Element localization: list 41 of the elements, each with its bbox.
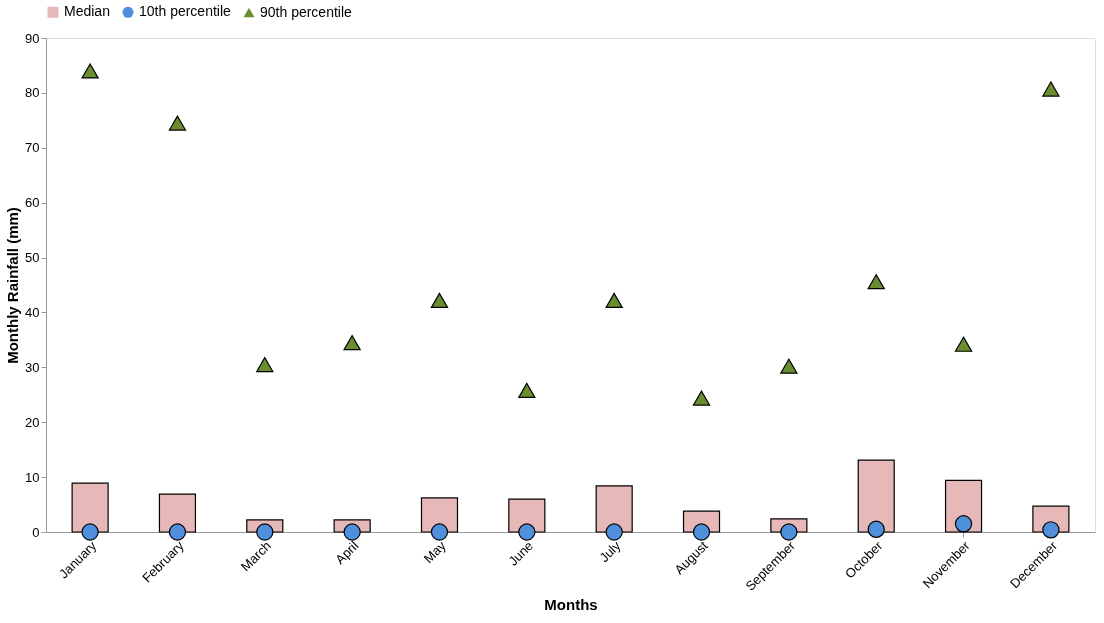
y-tick-label: 50 <box>25 250 40 266</box>
point <box>1042 521 1060 539</box>
point <box>430 292 449 308</box>
y-tick-label: 10 <box>25 469 40 485</box>
point <box>518 523 536 541</box>
point <box>256 523 274 541</box>
point <box>954 336 973 352</box>
point <box>867 520 885 538</box>
point <box>343 335 361 351</box>
y-axis-title: Monthly Rainfall (mm) <box>4 207 22 364</box>
point <box>168 523 187 541</box>
x-tick-label: May <box>420 537 450 567</box>
point <box>867 274 885 290</box>
point <box>692 390 711 406</box>
point <box>692 523 711 541</box>
y-tick-label: 80 <box>25 85 40 101</box>
x-tick-label: July <box>596 537 624 566</box>
legend-label: Median <box>64 3 110 20</box>
point <box>81 523 99 541</box>
x-axis-title: Months <box>544 595 598 613</box>
y-tick-label: 90 <box>25 30 40 46</box>
point <box>605 292 623 308</box>
point <box>954 515 973 533</box>
y-tick-label: 40 <box>25 304 40 320</box>
point <box>780 358 798 374</box>
point <box>1042 81 1060 97</box>
y-tick-label: 30 <box>25 359 40 375</box>
legend-label: 90th percentile <box>260 3 353 20</box>
point <box>256 357 274 373</box>
y-tick-label: 60 <box>25 195 40 211</box>
point <box>780 523 798 541</box>
point <box>81 63 99 79</box>
y-tick-label: 0 <box>32 524 40 540</box>
y-tick-label: 70 <box>25 140 40 156</box>
point <box>343 523 361 541</box>
point <box>605 523 623 541</box>
point <box>518 382 536 398</box>
legend-label: 10th percentile <box>139 3 232 20</box>
y-tick-label: 20 <box>25 414 40 430</box>
point <box>168 115 187 131</box>
point <box>430 523 449 541</box>
